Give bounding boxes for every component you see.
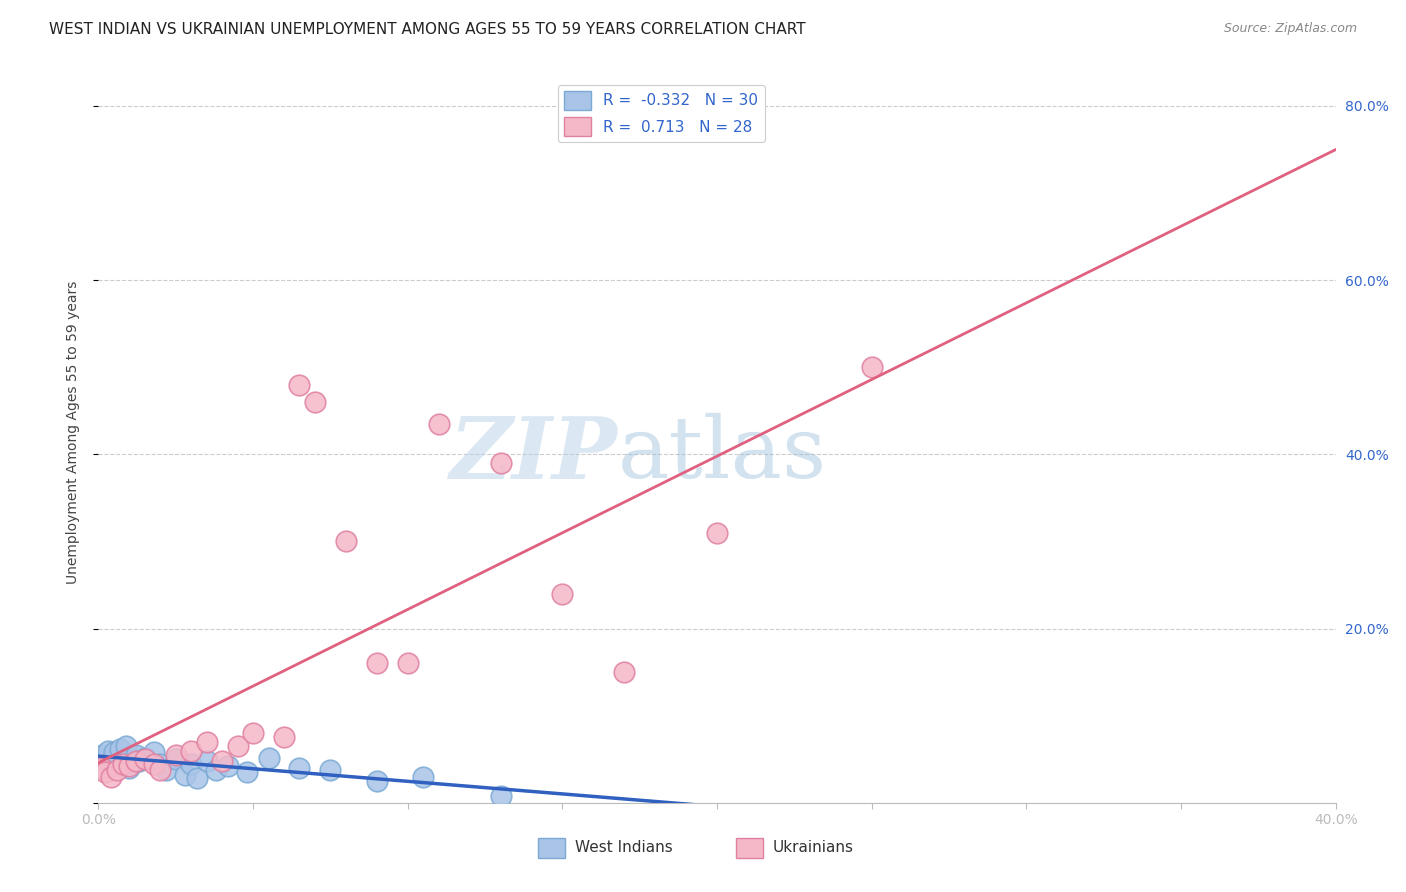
- Point: [236, 765, 259, 780]
- Point: [226, 739, 249, 754]
- Point: [195, 754, 218, 768]
- Point: [115, 739, 138, 754]
- Point: [273, 731, 295, 745]
- Point: [180, 756, 202, 771]
- Point: [103, 745, 125, 759]
- Point: [165, 747, 187, 762]
- Point: [319, 763, 342, 777]
- Point: [112, 759, 135, 773]
- Point: [134, 750, 156, 764]
- Point: [304, 395, 326, 409]
- Point: [288, 761, 311, 775]
- Point: [124, 754, 146, 768]
- Point: [205, 763, 228, 777]
- Point: [149, 763, 172, 777]
- Point: [396, 657, 419, 671]
- Point: [174, 768, 197, 782]
- Point: [489, 789, 512, 803]
- Point: [128, 754, 150, 768]
- Point: [90, 761, 112, 775]
- Point: [93, 752, 115, 766]
- Point: [155, 763, 177, 777]
- Point: [105, 763, 128, 777]
- Point: [165, 752, 187, 766]
- Text: WEST INDIAN VS UKRAINIAN UNEMPLOYMENT AMONG AGES 55 TO 59 YEARS CORRELATION CHAR: WEST INDIAN VS UKRAINIAN UNEMPLOYMENT AM…: [49, 22, 806, 37]
- Point: [90, 747, 112, 762]
- Point: [242, 726, 264, 740]
- Point: [195, 735, 218, 749]
- Text: Source: ZipAtlas.com: Source: ZipAtlas.com: [1223, 22, 1357, 36]
- Point: [412, 770, 434, 784]
- Point: [180, 743, 202, 757]
- Point: [427, 417, 450, 431]
- Point: [860, 360, 883, 375]
- Point: [108, 741, 131, 756]
- Text: Ukrainians: Ukrainians: [773, 840, 853, 855]
- Point: [217, 759, 239, 773]
- Point: [134, 752, 156, 766]
- Point: [366, 657, 388, 671]
- Point: [613, 665, 636, 680]
- Text: West Indians: West Indians: [575, 840, 672, 855]
- Point: [100, 754, 122, 768]
- Text: ZIP: ZIP: [450, 413, 619, 497]
- Point: [93, 765, 115, 780]
- Point: [186, 772, 208, 786]
- Point: [112, 756, 135, 771]
- Point: [105, 756, 128, 771]
- Point: [124, 747, 146, 762]
- Point: [257, 750, 280, 764]
- Point: [288, 377, 311, 392]
- Point: [149, 756, 172, 771]
- Point: [118, 759, 141, 773]
- Bar: [537, 838, 565, 858]
- Y-axis label: Unemployment Among Ages 55 to 59 years: Unemployment Among Ages 55 to 59 years: [66, 281, 80, 584]
- Point: [143, 756, 166, 771]
- Bar: [735, 838, 763, 858]
- Text: atlas: atlas: [619, 413, 827, 497]
- Point: [211, 754, 233, 768]
- Point: [143, 745, 166, 759]
- Point: [97, 743, 120, 757]
- Point: [366, 774, 388, 789]
- Point: [100, 770, 122, 784]
- Point: [118, 761, 141, 775]
- Point: [489, 456, 512, 470]
- Point: [551, 587, 574, 601]
- Point: [706, 525, 728, 540]
- Point: [335, 534, 357, 549]
- Legend: R =  -0.332   N = 30, R =  0.713   N = 28: R = -0.332 N = 30, R = 0.713 N = 28: [558, 85, 765, 142]
